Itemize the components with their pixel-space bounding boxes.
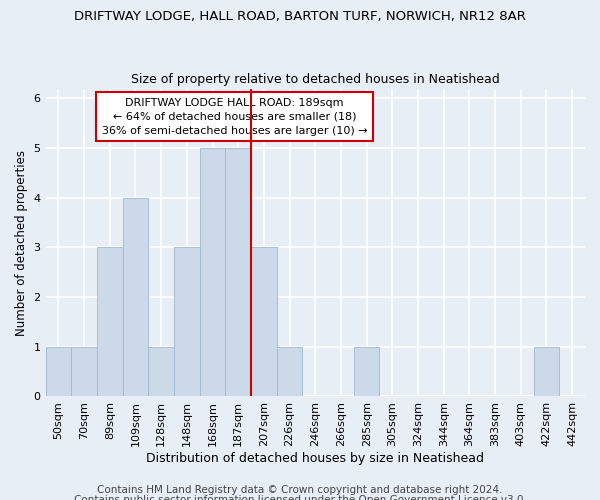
Bar [354, 347, 379, 397]
Bar [174, 248, 200, 396]
Title: Size of property relative to detached houses in Neatishead: Size of property relative to detached ho… [131, 73, 500, 86]
Text: Contains public sector information licensed under the Open Government Licence v3: Contains public sector information licen… [74, 495, 526, 500]
Text: DRIFTWAY LODGE HALL ROAD: 189sqm
← 64% of detached houses are smaller (18)
36% o: DRIFTWAY LODGE HALL ROAD: 189sqm ← 64% o… [101, 98, 367, 136]
Bar [277, 347, 302, 397]
X-axis label: Distribution of detached houses by size in Neatishead: Distribution of detached houses by size … [146, 452, 484, 465]
Bar [226, 148, 251, 396]
Bar [97, 248, 122, 396]
Y-axis label: Number of detached properties: Number of detached properties [15, 150, 28, 336]
Bar [200, 148, 226, 396]
Text: Contains HM Land Registry data © Crown copyright and database right 2024.: Contains HM Land Registry data © Crown c… [97, 485, 503, 495]
Bar [71, 347, 97, 397]
Bar [122, 198, 148, 396]
Bar [148, 347, 174, 397]
Bar [46, 347, 71, 397]
Bar [533, 347, 559, 397]
Text: DRIFTWAY LODGE, HALL ROAD, BARTON TURF, NORWICH, NR12 8AR: DRIFTWAY LODGE, HALL ROAD, BARTON TURF, … [74, 10, 526, 23]
Bar [251, 248, 277, 396]
